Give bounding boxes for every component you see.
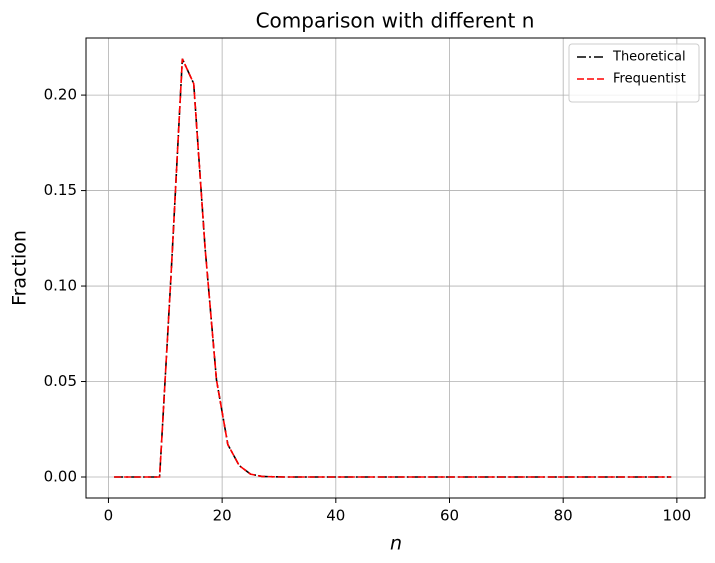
x-tick-label: 60 [440, 507, 459, 525]
x-axis-label: n [390, 533, 402, 555]
x-tick-label: 40 [326, 507, 345, 525]
legend-label: Frequentist [613, 72, 686, 87]
x-tick-label: 20 [213, 507, 232, 525]
y-tick-label: 0.15 [44, 181, 77, 199]
series-line [114, 58, 672, 478]
plot-frame [85, 37, 706, 499]
chart-title: Comparison with different n [256, 9, 535, 33]
series-line [114, 58, 672, 478]
y-tick-label: 0.05 [44, 372, 77, 390]
x-tick-label: 0 [104, 507, 114, 525]
y-axis-label: Fraction [9, 230, 31, 306]
legend-box [568, 43, 700, 103]
y-tick-label: 0.10 [44, 277, 77, 295]
legend: Theoretical Frequentist [568, 43, 700, 103]
x-tick-label: 100 [663, 507, 692, 525]
legend-label: Theoretical [612, 50, 686, 65]
y-tick-label: 0.00 [44, 467, 77, 485]
y-tick-label: 0.20 [44, 86, 77, 104]
x-tick-label: 80 [554, 507, 573, 525]
